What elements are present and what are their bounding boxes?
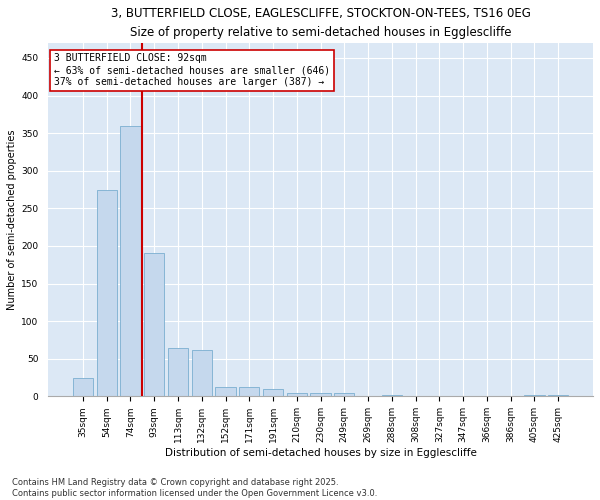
Bar <box>121 126 140 396</box>
Bar <box>524 395 545 396</box>
Text: Contains HM Land Registry data © Crown copyright and database right 2025.
Contai: Contains HM Land Registry data © Crown c… <box>12 478 377 498</box>
Bar <box>263 389 283 396</box>
Bar <box>239 388 259 396</box>
Bar <box>144 254 164 396</box>
Bar <box>73 378 93 396</box>
Bar <box>168 348 188 397</box>
Bar <box>97 190 117 396</box>
Bar <box>287 392 307 396</box>
Bar <box>310 392 331 396</box>
Y-axis label: Number of semi-detached properties: Number of semi-detached properties <box>7 130 17 310</box>
Bar <box>382 395 402 396</box>
X-axis label: Distribution of semi-detached houses by size in Egglescliffe: Distribution of semi-detached houses by … <box>164 448 476 458</box>
Bar <box>215 388 236 396</box>
Bar <box>334 392 355 396</box>
Bar <box>191 350 212 397</box>
Text: 3 BUTTERFIELD CLOSE: 92sqm
← 63% of semi-detached houses are smaller (646)
37% o: 3 BUTTERFIELD CLOSE: 92sqm ← 63% of semi… <box>53 54 329 86</box>
Title: 3, BUTTERFIELD CLOSE, EAGLESCLIFFE, STOCKTON-ON-TEES, TS16 0EG
Size of property : 3, BUTTERFIELD CLOSE, EAGLESCLIFFE, STOC… <box>110 7 530 39</box>
Bar <box>548 395 568 396</box>
